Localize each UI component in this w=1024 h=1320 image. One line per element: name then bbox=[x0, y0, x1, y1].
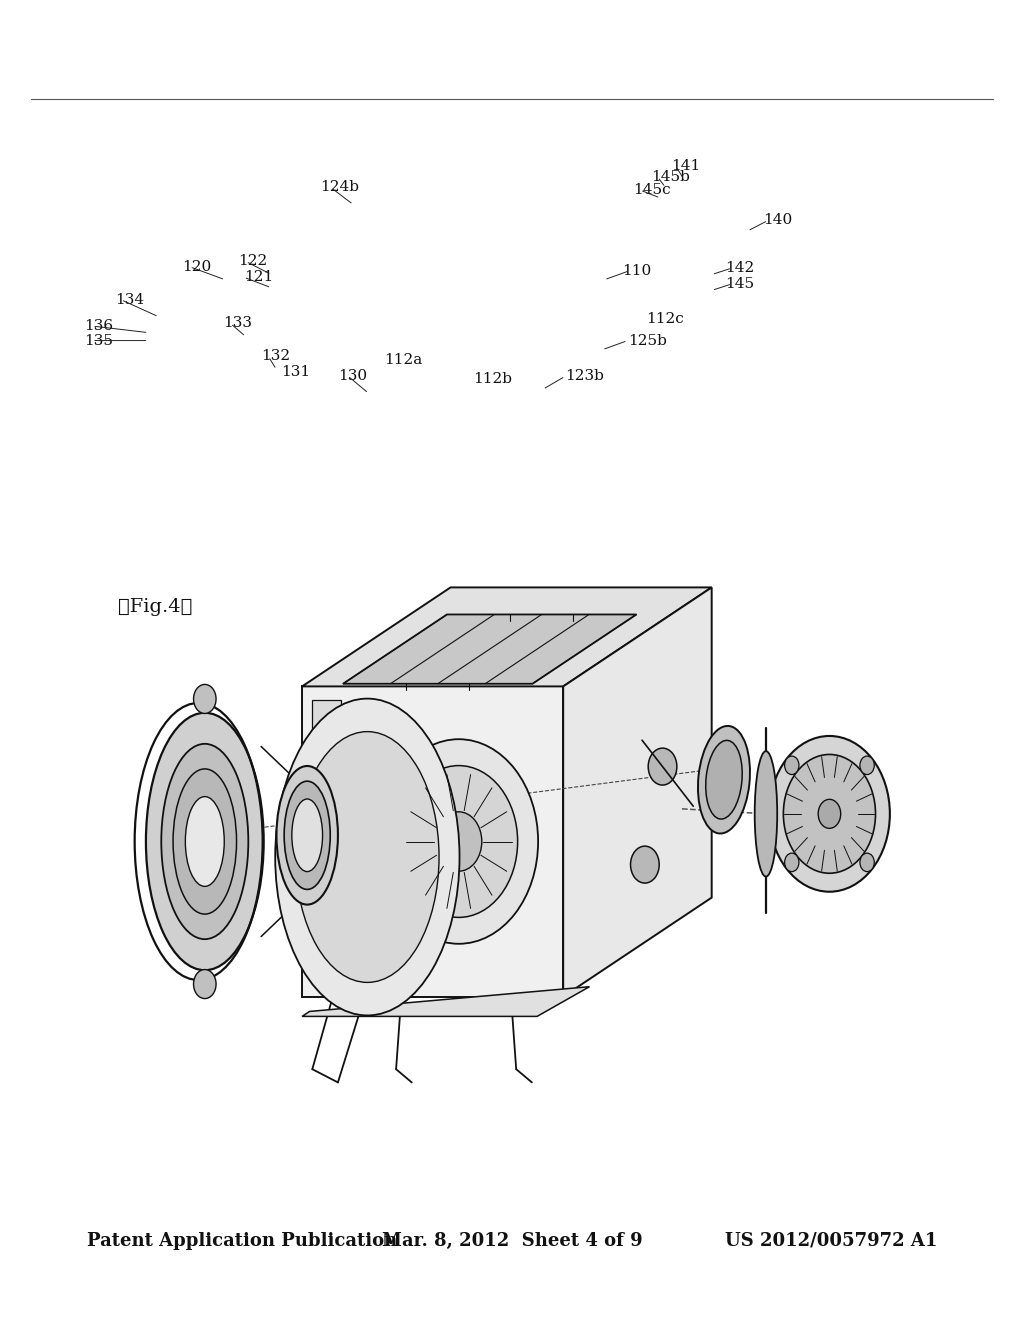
Ellipse shape bbox=[185, 796, 224, 887]
Text: 120: 120 bbox=[182, 260, 212, 273]
Ellipse shape bbox=[783, 755, 876, 874]
Polygon shape bbox=[302, 987, 590, 1016]
Text: 134: 134 bbox=[115, 293, 143, 306]
Ellipse shape bbox=[755, 751, 777, 876]
Ellipse shape bbox=[145, 713, 264, 970]
Text: 【Fig.4】: 【Fig.4】 bbox=[118, 598, 193, 616]
Polygon shape bbox=[343, 615, 637, 684]
Ellipse shape bbox=[276, 766, 338, 904]
Text: 131: 131 bbox=[282, 366, 310, 379]
Polygon shape bbox=[312, 700, 341, 983]
Text: 141: 141 bbox=[671, 160, 700, 173]
Text: 142: 142 bbox=[725, 261, 755, 275]
Text: 121: 121 bbox=[244, 271, 273, 284]
Text: 112a: 112a bbox=[384, 354, 422, 367]
Ellipse shape bbox=[769, 737, 890, 892]
Ellipse shape bbox=[399, 766, 517, 917]
Ellipse shape bbox=[194, 969, 216, 998]
Ellipse shape bbox=[784, 756, 799, 775]
Ellipse shape bbox=[173, 768, 237, 913]
Text: 145: 145 bbox=[725, 277, 754, 290]
Ellipse shape bbox=[818, 800, 841, 829]
Text: Mar. 8, 2012  Sheet 4 of 9: Mar. 8, 2012 Sheet 4 of 9 bbox=[382, 1232, 642, 1250]
Text: 135: 135 bbox=[84, 334, 113, 347]
Text: 145c: 145c bbox=[633, 183, 671, 197]
Ellipse shape bbox=[435, 812, 481, 871]
Ellipse shape bbox=[648, 748, 677, 785]
Text: 122: 122 bbox=[239, 255, 268, 268]
Ellipse shape bbox=[860, 756, 874, 775]
Ellipse shape bbox=[161, 744, 248, 940]
Ellipse shape bbox=[275, 698, 460, 1015]
Polygon shape bbox=[302, 686, 563, 997]
Ellipse shape bbox=[784, 853, 799, 871]
Text: 133: 133 bbox=[223, 317, 252, 330]
Ellipse shape bbox=[284, 781, 330, 890]
Polygon shape bbox=[302, 587, 712, 686]
Ellipse shape bbox=[379, 739, 539, 944]
Text: 124b: 124b bbox=[321, 181, 359, 194]
Polygon shape bbox=[563, 587, 712, 997]
Ellipse shape bbox=[860, 853, 874, 871]
Ellipse shape bbox=[194, 685, 216, 713]
Text: 130: 130 bbox=[338, 370, 367, 383]
Text: 140: 140 bbox=[763, 214, 793, 227]
Text: Patent Application Publication: Patent Application Publication bbox=[87, 1232, 397, 1250]
Text: 123b: 123b bbox=[565, 370, 604, 383]
Text: 125b: 125b bbox=[628, 334, 667, 347]
Text: 112b: 112b bbox=[473, 372, 512, 385]
Ellipse shape bbox=[706, 741, 742, 820]
Ellipse shape bbox=[292, 799, 323, 871]
Text: 132: 132 bbox=[261, 350, 290, 363]
Text: US 2012/0057972 A1: US 2012/0057972 A1 bbox=[725, 1232, 937, 1250]
Text: 136: 136 bbox=[84, 319, 113, 333]
Ellipse shape bbox=[698, 726, 750, 833]
Ellipse shape bbox=[296, 731, 439, 982]
Text: 110: 110 bbox=[623, 264, 652, 277]
Text: 112c: 112c bbox=[646, 313, 684, 326]
Text: 145b: 145b bbox=[651, 170, 690, 183]
Ellipse shape bbox=[631, 846, 659, 883]
